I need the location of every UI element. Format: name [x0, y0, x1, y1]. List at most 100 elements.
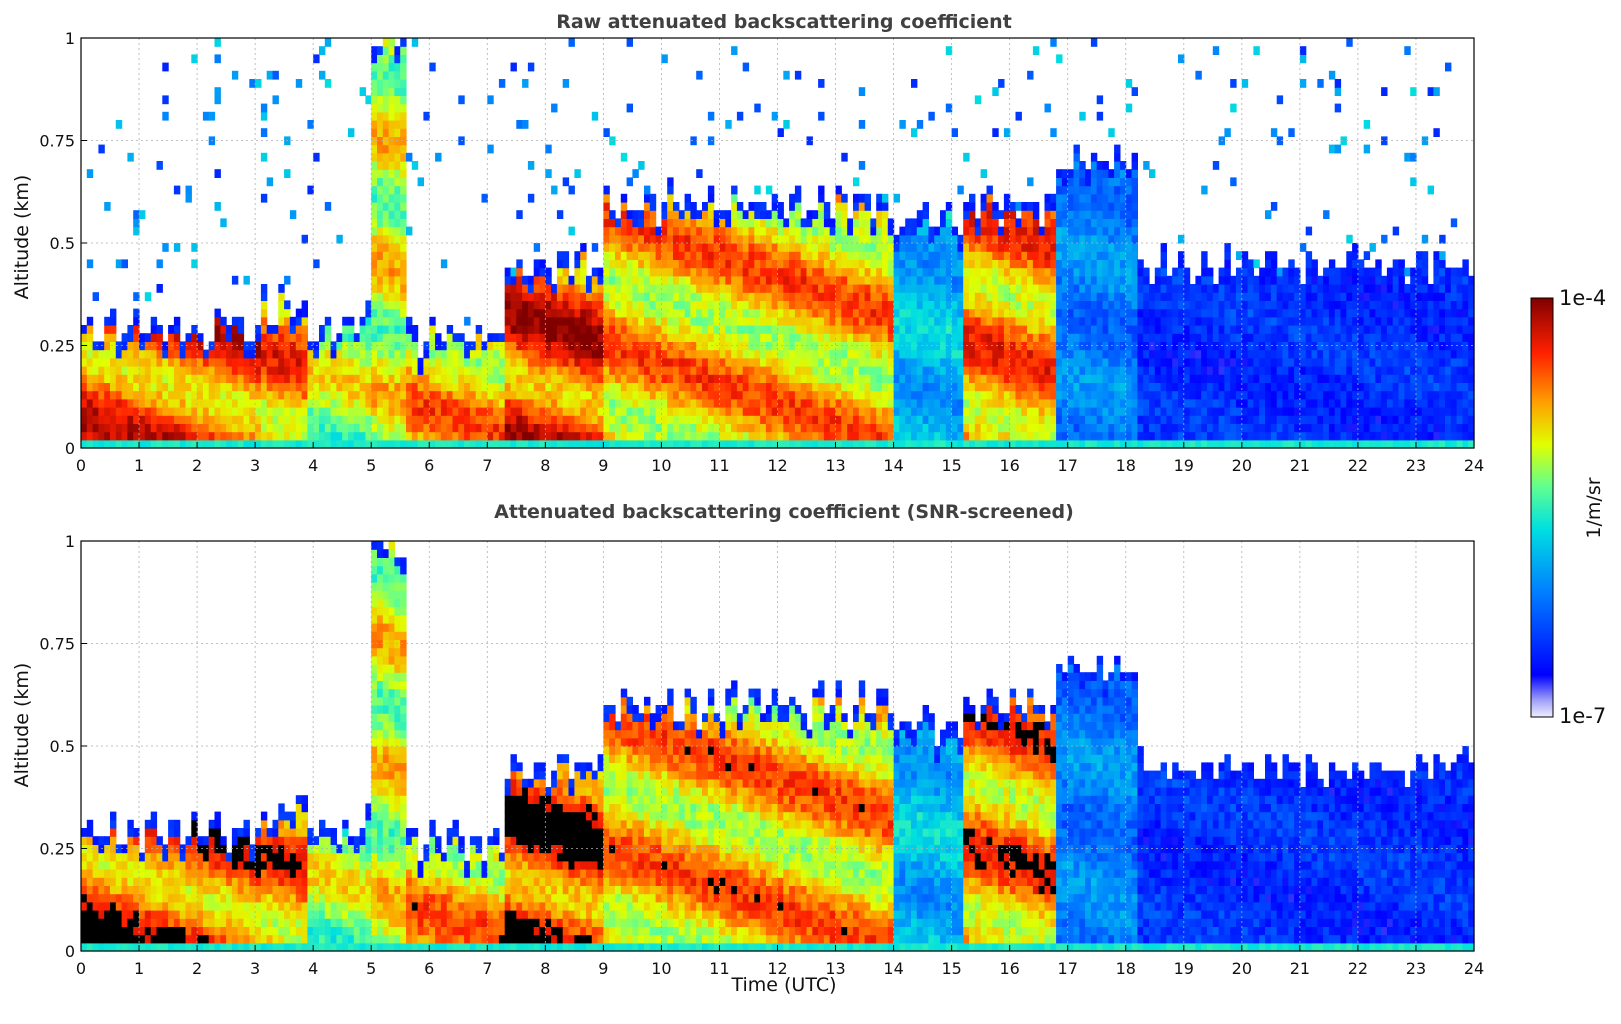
heatmap-cell [957, 439, 964, 449]
heatmap-cell [527, 333, 535, 342]
heatmap-cell [1102, 431, 1109, 441]
heatmap-cell [661, 210, 668, 219]
heatmap-cell [853, 316, 860, 326]
heatmap-cell [1131, 382, 1138, 392]
heatmap-cell [1079, 366, 1086, 375]
heatmap-cell [655, 382, 662, 392]
heatmap-cell [504, 333, 512, 342]
heatmap-cell [168, 439, 175, 449]
heatmap-cell [231, 325, 239, 334]
heatmap-cell [911, 226, 918, 236]
heatmap-cell [1003, 251, 1011, 260]
heatmap-cell [661, 259, 668, 269]
heatmap-cell [115, 349, 123, 359]
heatmap-cell [876, 218, 883, 228]
heatmap-cell [156, 161, 163, 170]
heatmap-cell [81, 415, 88, 424]
heatmap-cell [835, 292, 842, 301]
heatmap-cell [86, 325, 94, 334]
heatmap-cell [858, 366, 866, 375]
heatmap-cell [406, 152, 413, 162]
heatmap-cell [388, 382, 395, 392]
heatmap-cell [1166, 407, 1173, 416]
heatmap-cell [719, 366, 726, 375]
heatmap-cell [719, 300, 726, 310]
heatmap-cell [156, 366, 163, 375]
heatmap-cell [156, 423, 163, 433]
heatmap-cell [1114, 439, 1121, 449]
heatmap-cell [377, 407, 384, 416]
heatmap-cell [922, 308, 929, 318]
heatmap-cell [1079, 267, 1086, 277]
heatmap-cell [574, 284, 581, 293]
heatmap-cell [696, 234, 703, 244]
heatmap-cell [1166, 341, 1173, 351]
heatmap-cell [789, 210, 796, 219]
heatmap-cell [1050, 357, 1057, 367]
heatmap-cell [336, 407, 343, 416]
heatmap-cell [400, 357, 407, 367]
heatmap-cell [249, 374, 256, 383]
heatmap-cell [876, 382, 883, 392]
heatmap-cell [1044, 407, 1051, 416]
heatmap-cell [1079, 407, 1086, 416]
heatmap-cell [899, 275, 906, 285]
heatmap-cell [742, 284, 750, 293]
heatmap-cell [400, 70, 407, 80]
heatmap-cell [893, 357, 900, 367]
heatmap-cell [1003, 382, 1011, 392]
heatmap-cell [226, 333, 233, 342]
heatmap-cell [963, 226, 970, 236]
heatmap-cell [400, 185, 407, 195]
heatmap-cell [725, 333, 732, 342]
heatmap-cell [1154, 325, 1162, 334]
heatmap-cell [330, 439, 337, 449]
heatmap-cell [1085, 185, 1092, 195]
heatmap-cell [1131, 357, 1138, 367]
heatmap-cell [469, 398, 477, 408]
heatmap-cell [736, 398, 744, 408]
heatmap-cell [1189, 325, 1196, 334]
heatmap-cell [864, 234, 871, 244]
heatmap-cell [696, 292, 703, 301]
heatmap-cell [945, 366, 953, 375]
heatmap-cell [870, 431, 877, 441]
heatmap-cell [214, 366, 221, 375]
heatmap-cell [736, 234, 744, 244]
heatmap-cell [423, 431, 430, 441]
heatmap-cell [394, 128, 401, 137]
heatmap-cell [707, 226, 715, 236]
heatmap-cell [1090, 161, 1098, 170]
heatmap-cell [783, 292, 790, 301]
heatmap-cell [1090, 251, 1098, 260]
heatmap-cell [835, 251, 842, 260]
heatmap-cell [818, 210, 825, 219]
heatmap-cell [916, 333, 924, 342]
heatmap-cell [655, 407, 662, 416]
heatmap-cell [754, 374, 761, 383]
heatmap-cell [1085, 300, 1092, 310]
heatmap-cell [289, 415, 297, 424]
heatmap-cell [957, 185, 964, 195]
heatmap-cell [731, 333, 738, 342]
heatmap-cell [1108, 374, 1115, 383]
heatmap-cell [632, 431, 639, 441]
heatmap-cell [922, 210, 929, 219]
heatmap-cell [783, 275, 790, 285]
heatmap-cell [522, 415, 529, 424]
heatmap-cell [1189, 382, 1196, 392]
heatmap-cell [1067, 325, 1075, 334]
heatmap-cell [725, 398, 732, 408]
heatmap-cell [377, 423, 384, 433]
heatmap-cell [394, 292, 401, 301]
heatmap-cell [260, 111, 268, 121]
heatmap-cell [841, 202, 848, 211]
heatmap-cell [684, 357, 691, 367]
heatmap-cell [1038, 357, 1046, 367]
heatmap-cell [620, 300, 628, 310]
heatmap-cell [945, 267, 953, 277]
heatmap-cell [1183, 292, 1191, 301]
heatmap-cell [731, 275, 738, 285]
heatmap-cell [185, 349, 192, 359]
heatmap-cell [1201, 398, 1208, 408]
